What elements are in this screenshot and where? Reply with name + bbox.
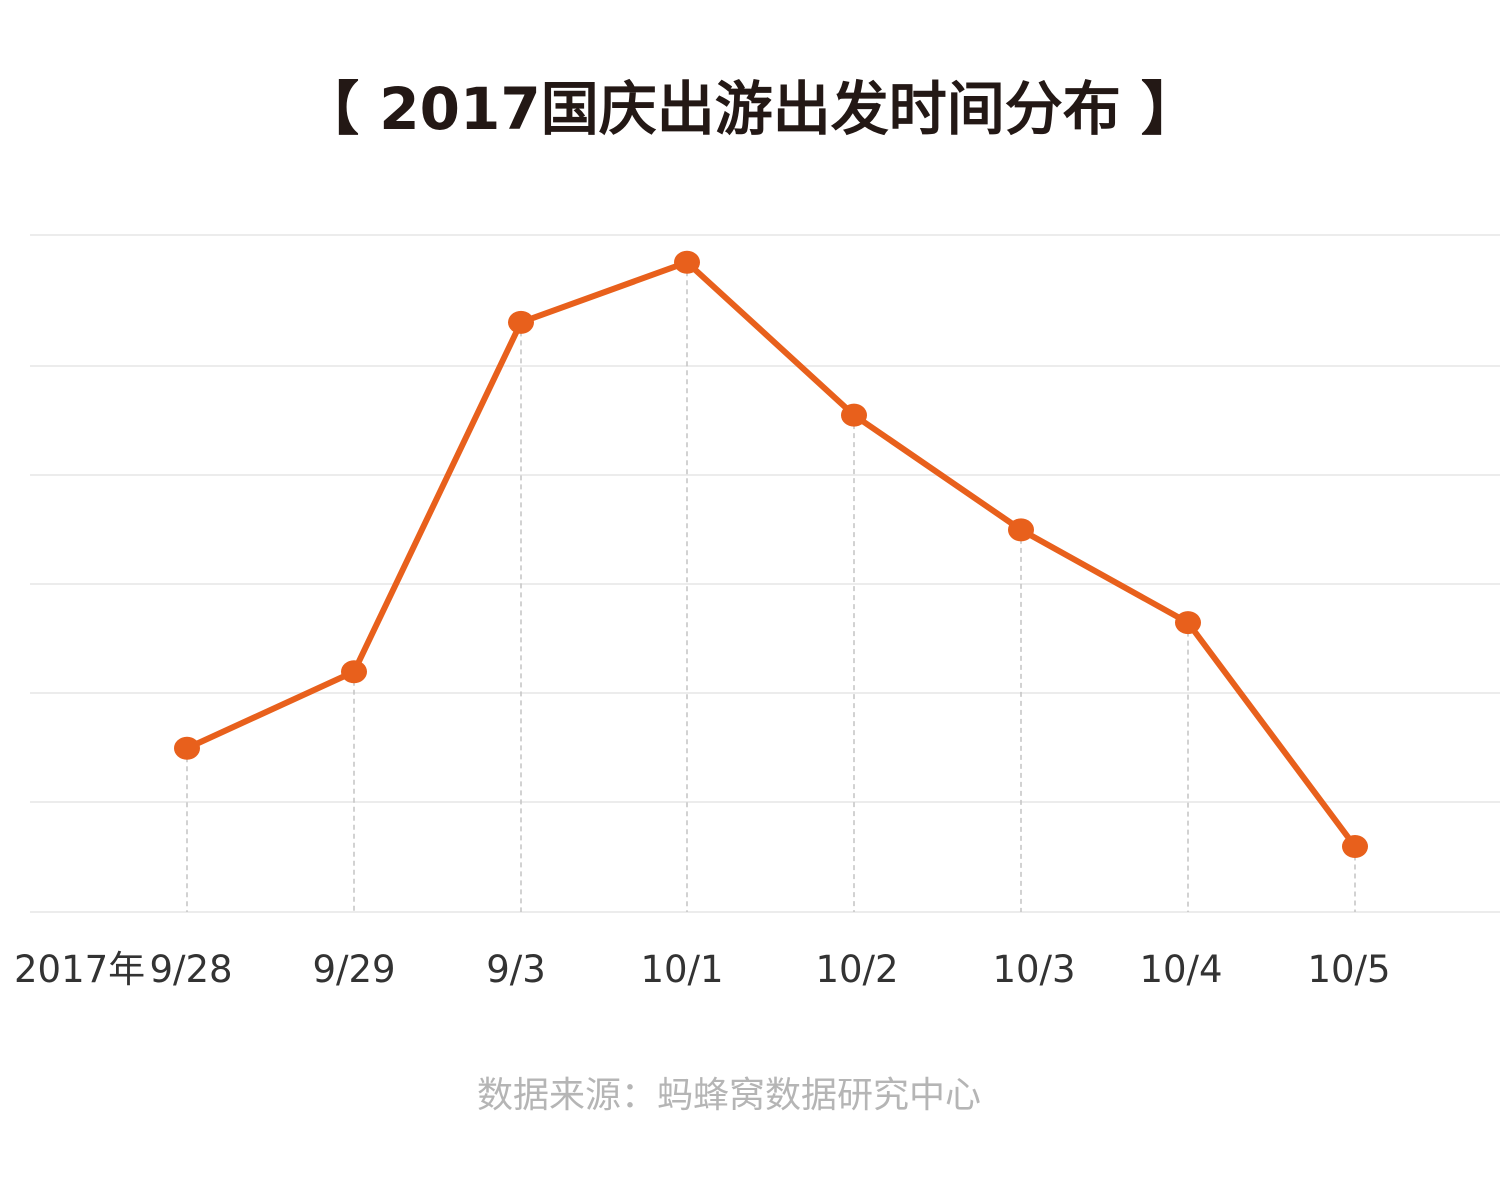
data-point — [1008, 518, 1034, 542]
x-tick-label: 10/5 — [1307, 948, 1390, 991]
x-tick-label: 10/4 — [1139, 948, 1222, 991]
drop-lines — [186, 262, 1356, 912]
data-point — [674, 250, 700, 274]
x-tick-label: 10/2 — [815, 948, 898, 991]
series-line — [184, 259, 1358, 850]
data-point — [841, 403, 867, 427]
x-tick-label: 9/29 — [312, 948, 395, 991]
gridlines — [30, 234, 1500, 913]
data-point — [341, 660, 367, 684]
data-point — [508, 310, 534, 334]
x-tick-labels: 9/28 9/29 9/3 10/1 10/2 10/3 10/4 10/5 — [149, 948, 1390, 991]
x-tick-label: 9/28 — [149, 948, 232, 991]
data-point — [1175, 611, 1201, 635]
x-tick-label: 9/3 — [486, 948, 546, 991]
data-point — [174, 736, 200, 760]
x-tick-label: 10/1 — [640, 948, 723, 991]
source-note: 数据来源：蚂蜂窝数据研究中心 — [476, 1075, 981, 1116]
data-points — [174, 250, 1368, 858]
x-tick-label: 10/3 — [992, 948, 1075, 991]
data-point — [1342, 834, 1368, 858]
chart-title: 【 2017国庆出游出发时间分布 】 — [301, 75, 1199, 143]
year-prefix-label: 2017年 — [14, 948, 145, 991]
